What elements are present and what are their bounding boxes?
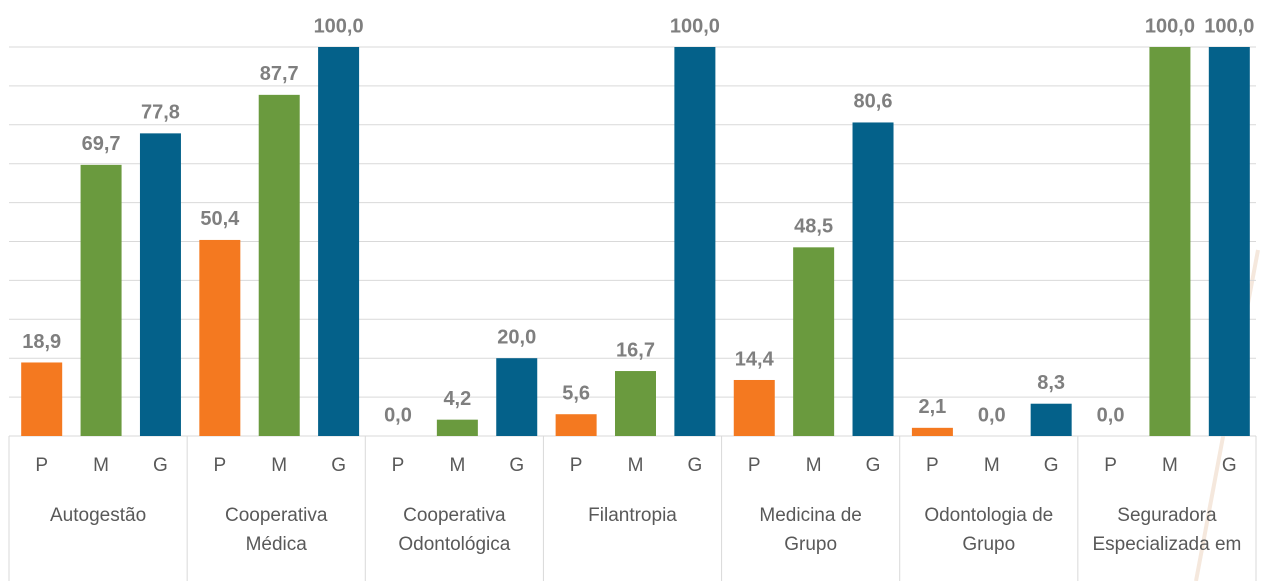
sub-label: M (984, 455, 1000, 476)
sub-label: G (1222, 455, 1237, 476)
value-label: 100,0 (670, 15, 720, 37)
value-label: 100,0 (314, 15, 364, 37)
value-label: 100,0 (1145, 15, 1195, 37)
sub-label: M (271, 455, 287, 476)
bar (436, 419, 478, 436)
bar (80, 164, 122, 436)
group-label: Medicina de (759, 505, 861, 526)
value-label: 0,0 (384, 404, 412, 426)
value-label: 5,6 (562, 382, 590, 404)
sub-label: G (509, 455, 524, 476)
value-label: 16,7 (616, 339, 655, 361)
group-label: Odontologia de (924, 505, 1053, 526)
sub-label: P (1104, 455, 1117, 476)
value-label: 50,4 (200, 208, 240, 230)
value-label: 8,3 (1037, 372, 1065, 394)
sub-label: M (93, 455, 109, 476)
bar (199, 239, 241, 436)
sub-label: G (866, 455, 881, 476)
bar (911, 427, 953, 436)
bar (496, 358, 538, 436)
sub-label: M (628, 455, 644, 476)
sub-label: P (213, 455, 226, 476)
bar (852, 122, 894, 436)
value-label: 18,9 (22, 331, 61, 353)
value-label: 80,6 (854, 91, 893, 113)
sub-label: M (449, 455, 465, 476)
bar (139, 133, 181, 436)
group-label: Grupo (784, 534, 837, 555)
group-label: Autogestão (50, 505, 146, 526)
sub-label: P (926, 455, 939, 476)
bar (21, 362, 63, 436)
bar (615, 371, 656, 436)
bar (1149, 47, 1191, 436)
sub-label: G (687, 455, 702, 476)
value-label: 2,1 (918, 396, 946, 418)
bar (555, 414, 597, 436)
group-label: Seguradora (1117, 505, 1217, 526)
sub-label: P (748, 455, 761, 476)
sub-label: P (392, 455, 405, 476)
value-label: 0,0 (1097, 404, 1125, 426)
value-label: 69,7 (82, 133, 121, 155)
bar (1030, 403, 1072, 436)
sub-label: P (570, 455, 583, 476)
value-label: 20,0 (497, 326, 536, 348)
value-label: 77,8 (141, 102, 180, 124)
value-label: 4,2 (443, 388, 471, 410)
bar (318, 47, 360, 436)
group-label: Cooperativa (403, 505, 506, 526)
value-label: 14,4 (735, 348, 775, 370)
group-label: Cooperativa (225, 505, 328, 526)
value-label: 87,7 (260, 63, 299, 85)
group-label: Filantropia (588, 505, 677, 526)
sub-label: G (331, 455, 346, 476)
value-label: 48,5 (794, 216, 833, 238)
group-label: Odontológica (398, 534, 510, 555)
group-label: Especializada em (1092, 534, 1241, 555)
sub-label: G (153, 455, 168, 476)
sub-label: M (1162, 455, 1178, 476)
bar (674, 47, 716, 436)
sub-label: M (806, 455, 822, 476)
bar (1208, 47, 1250, 436)
sub-label: G (1044, 455, 1059, 476)
group-label: Grupo (962, 534, 1015, 555)
bar (793, 247, 835, 436)
value-label: 100,0 (1204, 15, 1254, 37)
group-label: Médica (246, 534, 308, 555)
sub-label: P (35, 455, 48, 476)
value-label: 0,0 (978, 404, 1006, 426)
bar (733, 379, 775, 436)
bar (258, 94, 300, 437)
